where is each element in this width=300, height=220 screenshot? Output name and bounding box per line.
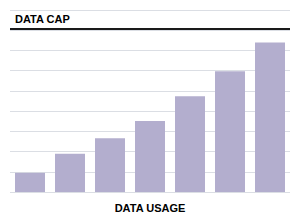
- svg-text:DATA CAP: DATA CAP: [15, 13, 70, 25]
- svg-text:DATA USAGE: DATA USAGE: [115, 202, 186, 214]
